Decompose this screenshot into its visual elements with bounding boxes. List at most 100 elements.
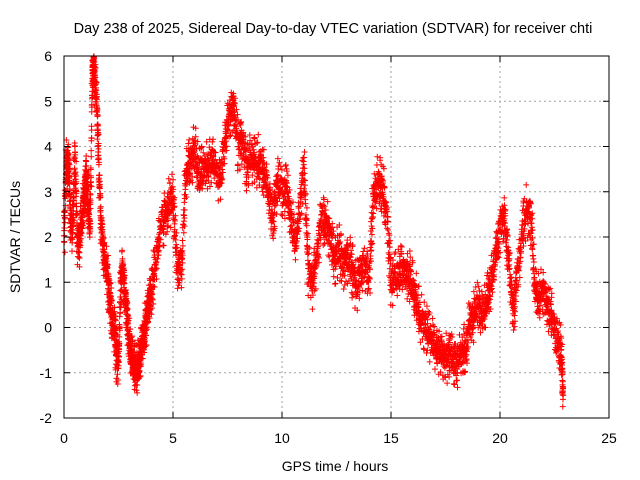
data-point <box>309 292 316 299</box>
data-point <box>243 187 250 194</box>
data-point <box>529 227 536 234</box>
data-point <box>330 273 337 280</box>
data-point <box>179 237 186 244</box>
data-point <box>451 381 458 388</box>
data-point <box>166 180 173 187</box>
data-point <box>154 255 161 262</box>
data-point <box>212 149 219 156</box>
data-point <box>535 306 542 313</box>
data-point <box>495 245 502 252</box>
data-point <box>234 162 241 169</box>
data-point <box>406 298 413 305</box>
data-point <box>296 225 303 232</box>
data-point <box>88 153 95 160</box>
data-point <box>174 285 181 292</box>
data-point <box>321 203 328 210</box>
data-point <box>512 277 519 284</box>
data-point <box>149 291 156 298</box>
data-point <box>93 96 100 103</box>
data-point <box>271 225 278 232</box>
data-point <box>504 232 511 239</box>
data-point <box>337 239 344 246</box>
data-point <box>380 191 387 198</box>
data-point <box>463 356 470 363</box>
data-point <box>506 250 513 257</box>
data-point <box>116 324 123 331</box>
data-point <box>150 300 157 307</box>
data-point <box>61 249 68 256</box>
data-point <box>407 254 414 261</box>
data-point <box>291 211 298 218</box>
data-point <box>181 199 188 206</box>
data-point <box>155 215 162 222</box>
data-point <box>476 322 483 329</box>
data-point <box>559 366 566 373</box>
data-point <box>278 211 285 218</box>
data-point <box>529 234 536 241</box>
data-point <box>494 253 501 260</box>
data-point <box>209 138 216 145</box>
data-point <box>171 226 178 233</box>
data-point <box>522 237 529 244</box>
data-point <box>302 191 309 198</box>
data-point <box>85 186 92 193</box>
data-point <box>491 273 498 280</box>
data-point <box>368 231 375 238</box>
data-point <box>321 240 328 247</box>
data-point <box>88 174 95 181</box>
data-point <box>304 230 311 237</box>
data-point <box>272 193 279 200</box>
data-point <box>474 292 481 299</box>
data-point <box>459 334 466 341</box>
data-point <box>300 161 307 168</box>
data-point <box>173 244 180 251</box>
data-point <box>219 176 226 183</box>
data-point <box>409 259 416 266</box>
data-point <box>180 229 187 236</box>
data-point <box>153 265 160 272</box>
data-point <box>477 329 484 336</box>
data-point <box>497 249 504 256</box>
data-point <box>153 275 160 282</box>
data-point <box>409 276 416 283</box>
data-point <box>424 316 431 323</box>
data-point <box>165 175 172 182</box>
data-point <box>115 359 122 366</box>
data-point <box>181 212 188 219</box>
data-point <box>112 317 119 324</box>
data-point <box>536 314 543 321</box>
data-point <box>91 58 98 65</box>
data-point <box>181 223 188 230</box>
data-point <box>137 373 144 380</box>
data-point <box>282 161 289 168</box>
data-point <box>243 178 250 185</box>
data-point <box>100 233 107 240</box>
data-point <box>412 288 419 295</box>
data-point <box>560 392 567 399</box>
data-point <box>369 225 376 232</box>
data-point <box>553 315 560 322</box>
data-point <box>359 278 366 285</box>
data-point <box>236 166 243 173</box>
data-point <box>446 339 453 346</box>
data-point <box>336 221 343 228</box>
data-point <box>398 243 405 250</box>
data-point <box>386 232 393 239</box>
data-point <box>520 243 527 250</box>
data-point <box>221 160 228 167</box>
data-point <box>535 270 542 277</box>
data-point <box>548 290 555 297</box>
data-point <box>398 248 405 255</box>
data-point <box>182 186 189 193</box>
data-point <box>77 235 84 242</box>
data-point <box>112 316 119 323</box>
data-point <box>92 81 99 88</box>
data-point <box>164 217 171 224</box>
data-point <box>138 361 145 368</box>
data-point <box>88 127 95 134</box>
data-point <box>224 126 231 133</box>
data-point <box>270 212 277 219</box>
data-point <box>439 342 446 349</box>
data-point <box>528 224 535 231</box>
